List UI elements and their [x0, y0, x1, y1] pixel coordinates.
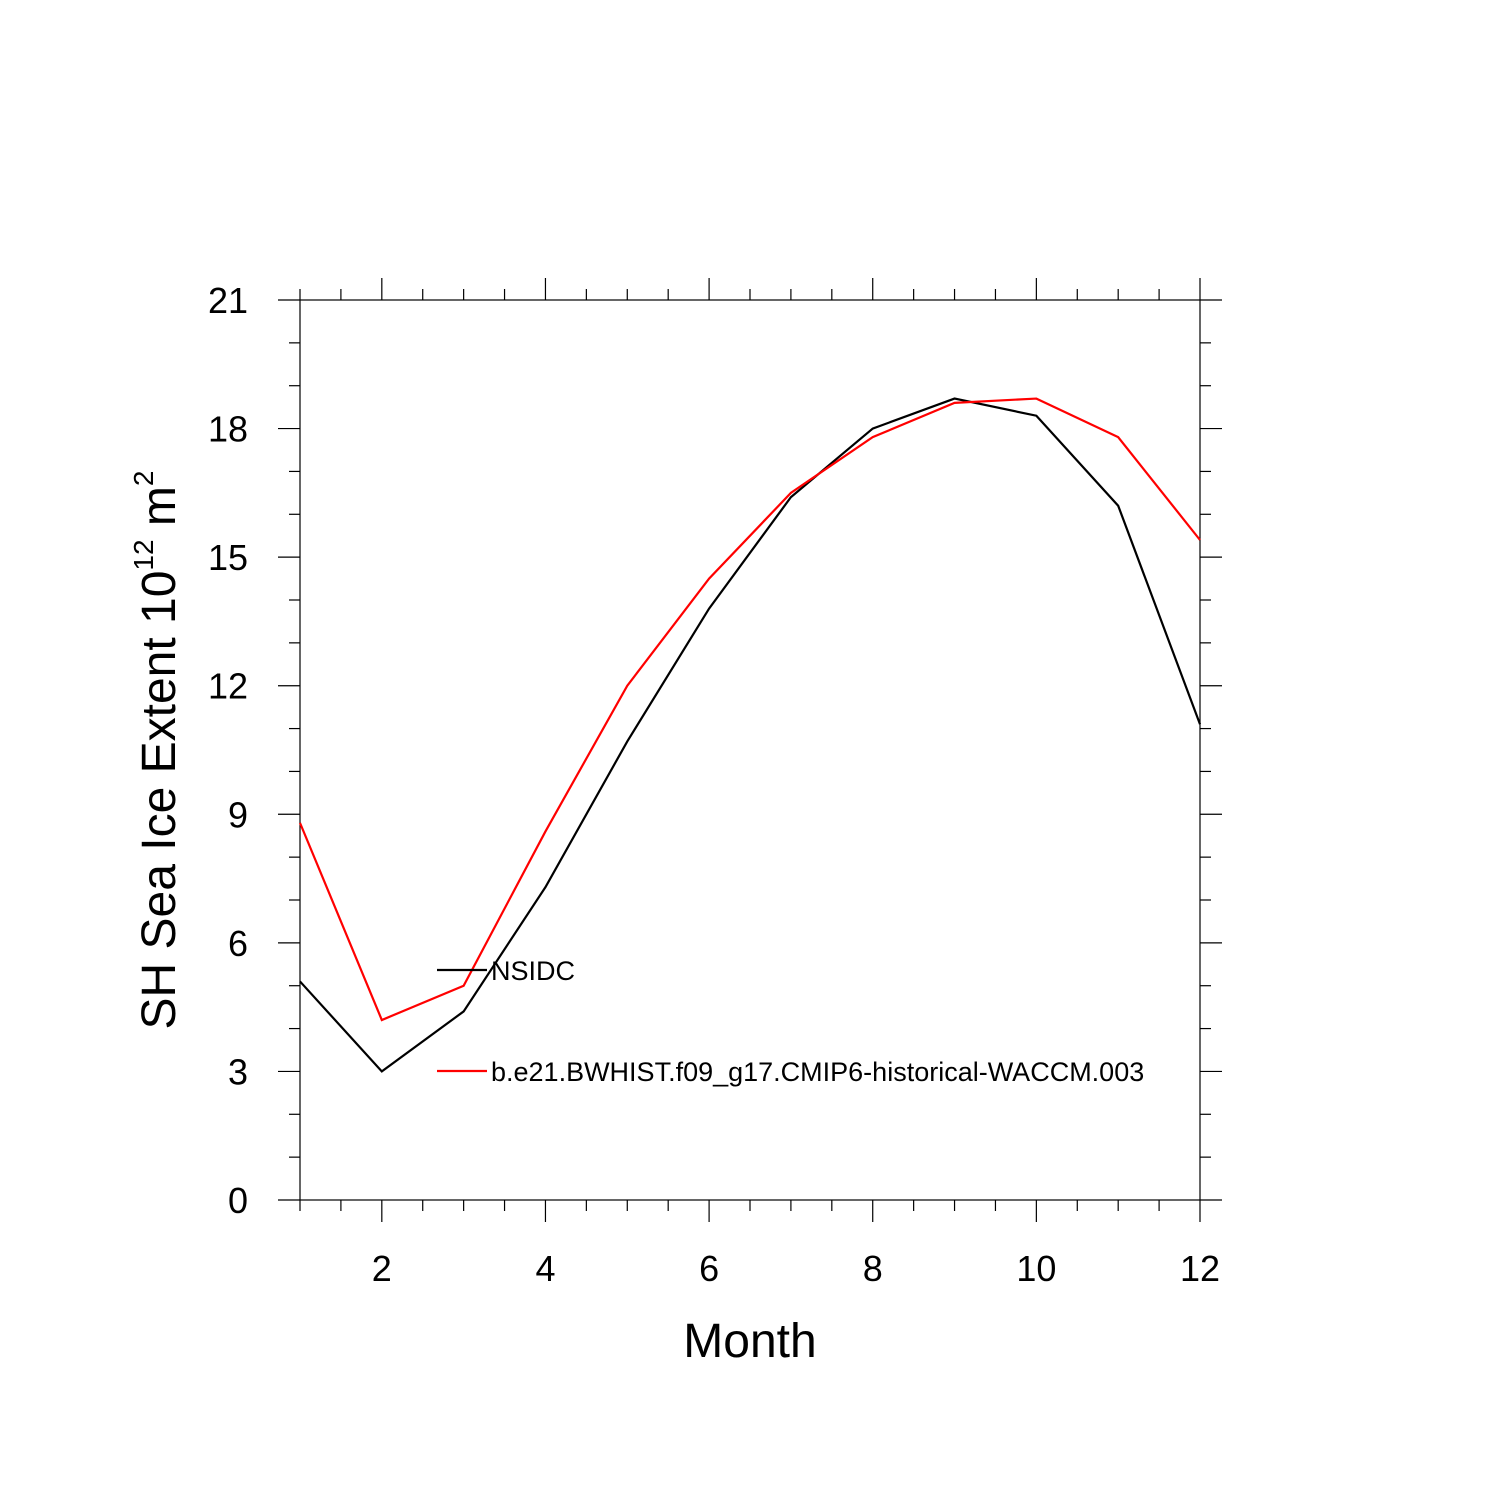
legend-label: NSIDC	[491, 956, 575, 986]
legend: NSIDC b.e21.BWHIST.f09_g17.CMIP6-historic…	[437, 956, 1144, 1087]
series-line-waccm	[298, 397, 1201, 1022]
x-tick-label: 6	[699, 1248, 719, 1289]
x-tick-label: 12	[1180, 1248, 1220, 1289]
y-tick-label: 18	[208, 409, 248, 450]
tick-labels: 2 4 6 8 10 12 0 3 6 9 12 15 18 21	[208, 280, 1220, 1289]
x-axis-title: Month	[683, 1315, 816, 1368]
x-tick-label: 8	[863, 1248, 883, 1289]
y-axis-title: SH Sea Ice Extent 1012 m2	[128, 471, 186, 1030]
y-tick-label: 6	[228, 923, 248, 964]
series-line-nsidc	[299, 397, 1202, 1073]
y-axis-title-unit: m	[133, 486, 186, 539]
y-tick-label: 0	[228, 1180, 248, 1221]
legend-label: b.e21.BWHIST.f09_g17.CMIP6-historical-WA…	[491, 1057, 1144, 1087]
x-tick-label: 10	[1016, 1248, 1056, 1289]
x-tick-label: 4	[535, 1248, 555, 1289]
series-lines	[298, 397, 1202, 1073]
x-tick-label: 2	[372, 1248, 392, 1289]
y-tick-label: 12	[208, 666, 248, 707]
axis-ticks	[278, 278, 1222, 1222]
y-axis-title-text: SH Sea Ice Extent 10	[133, 571, 186, 1030]
y-tick-label: 3	[228, 1051, 248, 1092]
y-tick-label: 15	[208, 537, 248, 578]
y-axis-title-exponent: 12	[128, 539, 159, 570]
y-axis-title-unit-exponent: 2	[128, 471, 159, 487]
y-tick-label: 21	[208, 280, 248, 321]
y-tick-label: 9	[228, 794, 248, 835]
